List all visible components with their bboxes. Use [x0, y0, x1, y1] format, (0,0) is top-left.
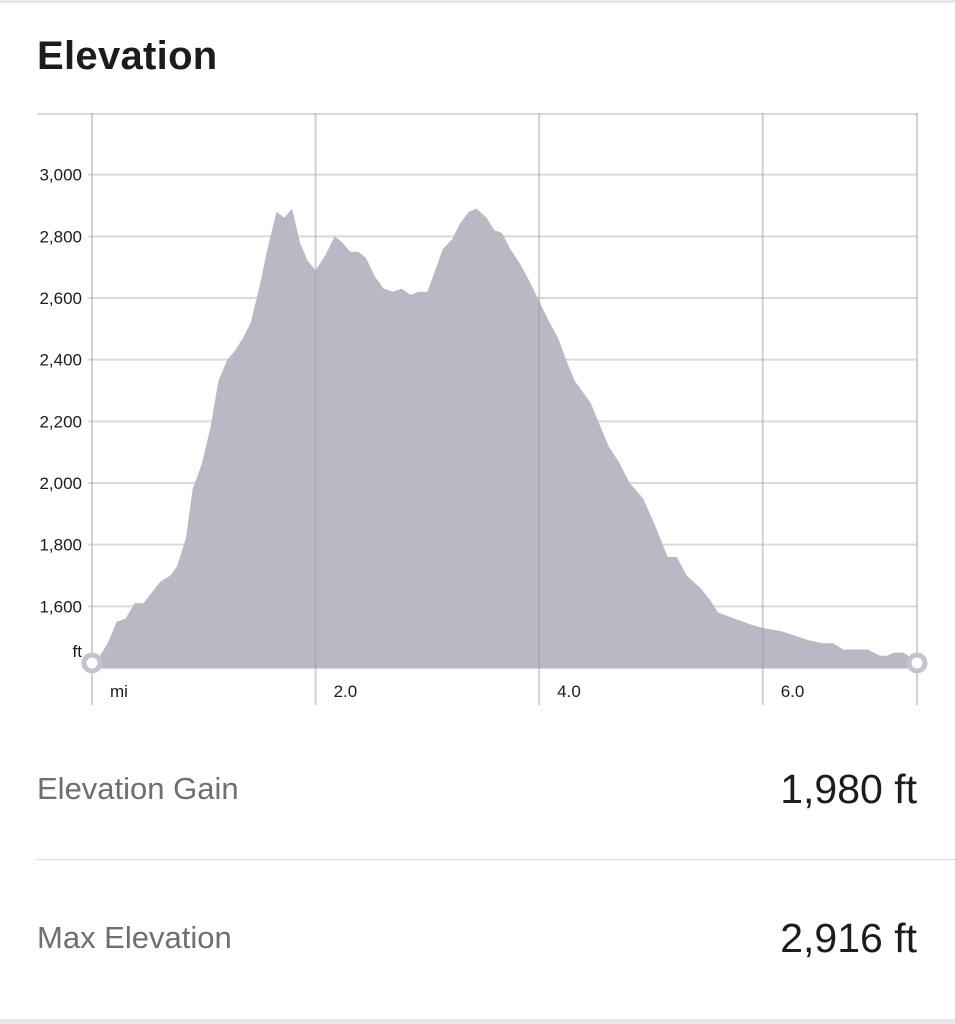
section-title: Elevation: [37, 34, 218, 78]
stat-label: Max Elevation: [37, 920, 232, 955]
vertical-grid: [91, 113, 918, 705]
y-tick-label: 3,000: [39, 166, 82, 185]
y-tick-label: 1,800: [39, 536, 82, 555]
divider: [37, 859, 955, 860]
x-tick-label: 6.0: [781, 682, 805, 701]
bottom-separator: [0, 1019, 955, 1024]
x-unit-label: mi: [110, 682, 128, 701]
y-tick-label: 2,200: [39, 412, 82, 431]
end-marker: [906, 652, 928, 674]
y-unit-label: ft: [73, 642, 83, 661]
start-marker: [81, 652, 103, 674]
stat-row-max-elevation: Max Elevation 2,916 ft: [37, 908, 917, 968]
x-tick-label: 4.0: [557, 682, 581, 701]
x-tick-label: 2.0: [334, 682, 358, 701]
elevation-area: [92, 208, 917, 668]
y-tick-label: 2,600: [39, 289, 82, 308]
x-tick-labels: 2.0 4.0 6.0: [334, 682, 805, 701]
y-tick-label: 2,400: [39, 351, 82, 370]
elevation-chart: 1,600 1,800 2,000 2,200 2,400 2,600 2,800 3,000…: [37, 113, 928, 705]
y-tick-labels: 1,600 1,800 2,000 2,200 2,400 2,600 2,800 3,000: [39, 166, 82, 617]
stat-value: 2,916 ft: [780, 914, 917, 961]
stat-label: Elevation Gain: [37, 771, 239, 806]
y-tick-label: 1,600: [39, 597, 82, 616]
stat-row-elevation-gain: Elevation Gain 1,980 ft: [37, 759, 917, 819]
y-tick-label: 2,800: [39, 227, 82, 246]
stat-value: 1,980 ft: [780, 765, 917, 812]
y-tick-label: 2,000: [39, 474, 82, 493]
top-separator: [0, 0, 955, 3]
